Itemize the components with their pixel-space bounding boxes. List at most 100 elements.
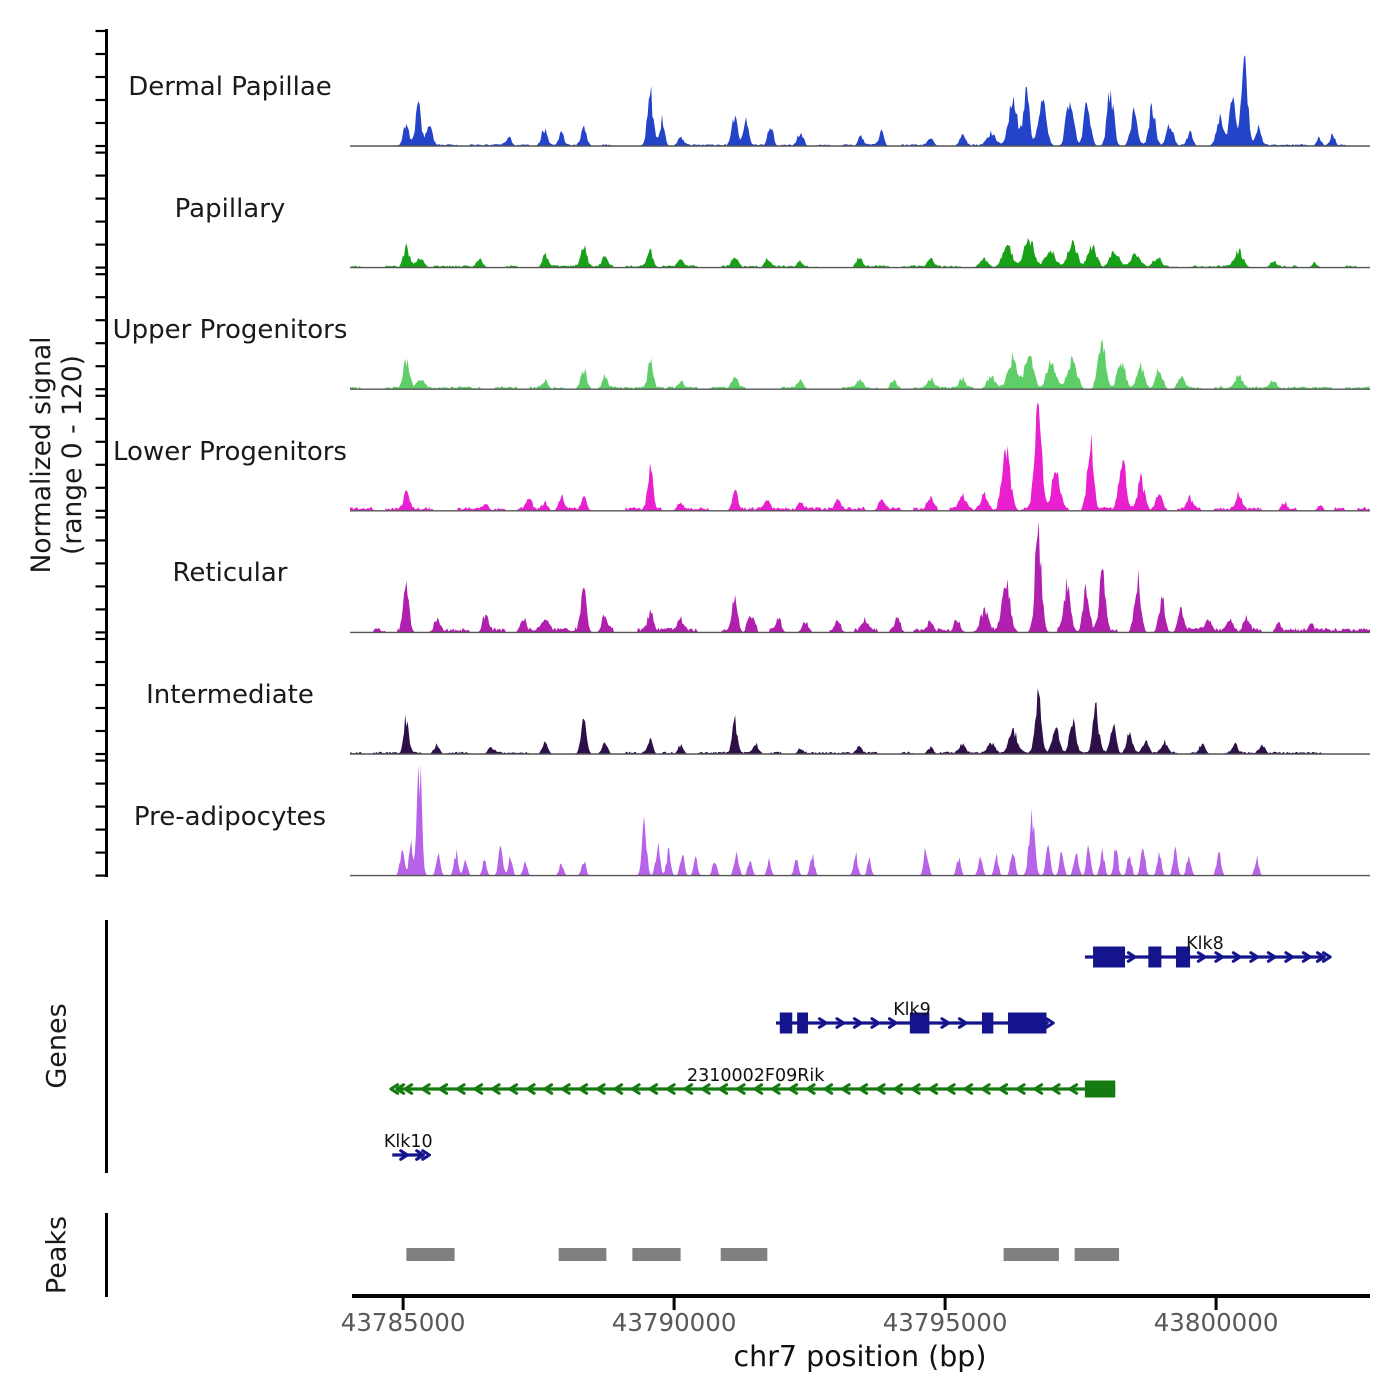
strand-arrow-icon — [753, 1083, 764, 1095]
strand-arrow-icon — [887, 1017, 898, 1029]
strand-arrow-icon — [1044, 1017, 1055, 1029]
peak-region-1 — [406, 1248, 455, 1261]
strand-arrow-icon — [998, 1083, 1009, 1095]
x-tick-label-4: 43800000 — [1153, 1308, 1279, 1337]
strand-arrow-icon — [770, 1083, 781, 1095]
track-label-3: Upper Progenitors — [112, 315, 348, 346]
strand-arrow-icon — [957, 1017, 968, 1029]
strand-arrow-icon — [963, 1083, 974, 1095]
peak-region-5 — [1003, 1248, 1059, 1261]
strand-arrow-icon — [788, 1083, 799, 1095]
strand-arrow-icon — [1068, 1083, 1079, 1095]
gene-exon — [1175, 946, 1191, 968]
strand-arrow-icon — [613, 1083, 624, 1095]
gene-klk9 — [775, 1012, 1055, 1034]
strand-arrow-icon — [1050, 1083, 1061, 1095]
signal-area-track-6 — [350, 688, 1370, 754]
strand-arrow-icon — [560, 1083, 571, 1095]
signal-area-track-7 — [350, 764, 1370, 876]
strand-arrow-icon — [630, 1083, 641, 1095]
strand-arrow-icon — [525, 1083, 536, 1095]
gene-exon — [1084, 1080, 1116, 1098]
gene-label-klk10: Klk10 — [383, 1132, 433, 1152]
strand-arrow-icon — [840, 1083, 851, 1095]
strand-arrow-icon — [1321, 951, 1332, 963]
gene-exon — [981, 1012, 994, 1034]
gene-exon — [1148, 946, 1162, 968]
peaks-section-label: Peaks — [41, 1215, 73, 1295]
x-tick-label-2: 43790000 — [611, 1308, 737, 1337]
peak-region-2 — [558, 1248, 607, 1261]
x-tick-label-1: 43785000 — [340, 1308, 466, 1337]
genes-section-label: Genes — [41, 1003, 73, 1089]
signal-area-track-4 — [350, 402, 1370, 511]
strand-arrow-icon — [1015, 1083, 1026, 1095]
strand-arrow-icon — [508, 1083, 519, 1095]
signal-area-track-5 — [350, 521, 1370, 633]
peak-region-3 — [632, 1248, 681, 1261]
strand-arrow-icon — [817, 1017, 828, 1029]
strand-arrow-icon — [421, 1149, 431, 1161]
track-label-2: Papillary — [174, 193, 286, 224]
strand-arrow-icon — [1284, 951, 1295, 963]
gene-2310002f09rik — [389, 1080, 1116, 1098]
strand-arrow-icon — [835, 1017, 846, 1029]
track-label-1: Dermal Papillae — [128, 72, 332, 102]
gene-klk8 — [1084, 946, 1332, 968]
x-axis-title: chr7 position (bp) — [733, 1340, 987, 1373]
peak-region-6 — [1074, 1248, 1120, 1261]
x-tick-label-3: 43795000 — [882, 1308, 1008, 1337]
y-axis-label-line1: Normalized signal — [26, 336, 57, 574]
strand-arrow-icon — [578, 1083, 589, 1095]
gene-exon — [1007, 1012, 1047, 1034]
signal-area-track-3 — [350, 340, 1370, 390]
strand-arrow-icon — [389, 1083, 400, 1095]
gene-exon — [779, 1012, 793, 1034]
strand-arrow-icon — [648, 1083, 659, 1095]
gene-exon — [797, 1012, 808, 1034]
strand-arrow-icon — [823, 1083, 834, 1095]
strand-arrow-icon — [910, 1083, 921, 1095]
strand-arrow-icon — [893, 1083, 904, 1095]
peak-region-4 — [720, 1248, 768, 1261]
gene-label-klk8: Klk8 — [1186, 934, 1224, 954]
strand-arrow-icon — [700, 1083, 711, 1095]
strand-arrow-icon — [718, 1083, 729, 1095]
strand-arrow-icon — [1301, 951, 1312, 963]
track-label-4: Lower Progenitors — [113, 436, 347, 467]
strand-arrow-icon — [875, 1083, 886, 1095]
signal-area-track-1 — [350, 55, 1370, 146]
strand-arrow-icon — [980, 1083, 991, 1095]
strand-arrow-icon — [490, 1083, 501, 1095]
strand-arrow-icon — [1033, 1083, 1044, 1095]
strand-arrow-icon — [420, 1083, 431, 1095]
strand-arrow-icon — [1266, 951, 1277, 963]
gene-label-klk9: Klk9 — [893, 1000, 931, 1020]
strand-arrow-icon — [945, 1083, 956, 1095]
signal-area-track-2 — [350, 238, 1370, 268]
strand-arrow-icon — [858, 1083, 869, 1095]
strand-arrow-icon — [415, 1149, 425, 1161]
y-axis-label: Normalized signal (range 0 - 120) — [26, 336, 88, 573]
track-label-5: Reticular — [172, 558, 288, 589]
gene-exon — [909, 1012, 930, 1034]
strand-arrow-icon — [438, 1083, 449, 1095]
gene-label-2310002f09rik: 2310002F09Rik — [686, 1066, 825, 1086]
strand-arrow-icon — [395, 1083, 406, 1095]
gene-klk10 — [392, 1149, 431, 1161]
strand-arrow-icon — [683, 1083, 694, 1095]
y-axis-label-line2: (range 0 - 120) — [57, 355, 88, 556]
strand-arrow-icon — [1231, 951, 1242, 963]
strand-arrow-icon — [870, 1017, 881, 1029]
strand-arrow-icon — [928, 1083, 939, 1095]
strand-arrow-icon — [399, 1149, 409, 1161]
strand-arrow-icon — [852, 1017, 863, 1029]
strand-arrow-icon — [665, 1083, 676, 1095]
strand-arrow-icon — [1126, 951, 1137, 963]
track-label-6: Intermediate — [146, 680, 314, 710]
strand-arrow-icon — [1196, 951, 1207, 963]
strand-arrow-icon — [1214, 951, 1225, 963]
strand-arrow-icon — [940, 1017, 951, 1029]
